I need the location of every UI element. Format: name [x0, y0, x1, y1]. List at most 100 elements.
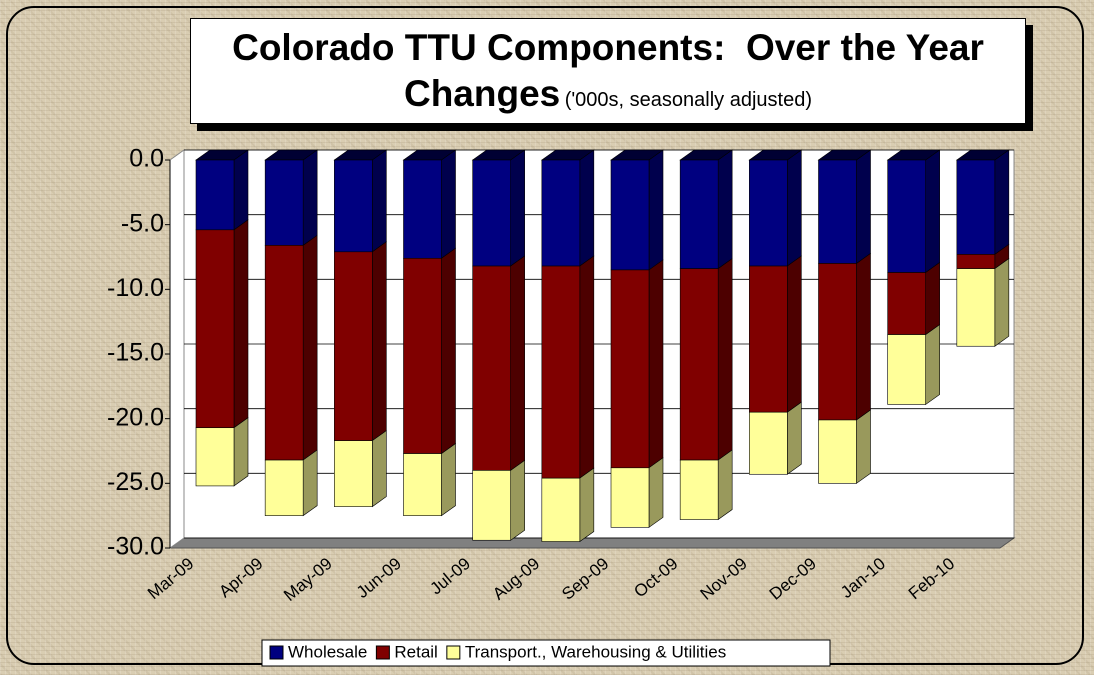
bar	[541, 265, 581, 479]
bar-side	[925, 324, 940, 406]
bar	[403, 257, 442, 454]
chart-subtitle: ('000s, seasonally adjusted)	[564, 89, 812, 111]
bar-side	[579, 467, 595, 543]
y-tick-label: -5.0	[121, 209, 164, 237]
legend-swatch	[375, 645, 390, 660]
bar	[264, 459, 304, 516]
y-tick-label: -15.0	[107, 339, 164, 367]
x-tick-label: Jan-10	[837, 554, 889, 602]
bar	[610, 269, 650, 469]
x-tick-label: Feb-10	[905, 554, 958, 603]
bar-side	[648, 457, 664, 528]
bar	[403, 159, 442, 259]
bar	[403, 453, 442, 516]
bar-side	[510, 149, 525, 267]
bar	[541, 477, 581, 542]
bar	[887, 334, 926, 405]
legend-box	[261, 639, 831, 667]
bar	[264, 245, 304, 461]
y-tick-label: -25.0	[107, 468, 164, 496]
chart-title: Colorado TTU Components: Over the Year C…	[232, 27, 995, 114]
bar-side	[925, 261, 940, 336]
bar-side	[372, 241, 387, 442]
bar	[956, 159, 996, 255]
y-tick-label: -30.0	[107, 533, 164, 561]
bar-side	[787, 149, 802, 267]
bar-side	[302, 449, 318, 517]
bar	[679, 459, 719, 520]
bar-side	[994, 258, 1010, 347]
legend: Wholesale Retail Transport., Warehousing &…	[261, 639, 831, 667]
bar	[334, 440, 373, 507]
bar	[472, 470, 511, 541]
x-tick-label: Sep-09	[558, 554, 612, 604]
legend-label: Transport., Warehousing & Utilities	[465, 642, 726, 661]
x-tick-label: Dec-09	[766, 554, 820, 604]
bar	[472, 265, 511, 471]
bar-side	[233, 149, 249, 231]
legend-swatch	[446, 645, 461, 660]
x-tick-label: Jul-09	[426, 554, 474, 598]
bar-side	[441, 149, 456, 259]
x-tick-label: Aug-09	[489, 554, 543, 604]
plot-side	[169, 149, 185, 549]
bar	[610, 467, 650, 528]
legend-swatch	[269, 645, 284, 660]
bar-side	[994, 149, 1010, 255]
x-tick-label: May-09	[280, 554, 336, 605]
bar	[887, 159, 926, 273]
bar-side	[510, 459, 525, 541]
bar	[956, 254, 996, 269]
bar	[818, 419, 857, 484]
bar-side	[856, 409, 871, 484]
plot-floor	[168, 537, 1016, 549]
bar	[195, 229, 235, 429]
bar-side	[856, 252, 871, 421]
y-tick-label: 0.0	[129, 145, 164, 173]
bar-side	[648, 259, 664, 469]
bar	[679, 159, 719, 269]
bar-side	[717, 449, 733, 521]
bar-side	[717, 149, 733, 270]
bar	[818, 263, 857, 421]
y-tick-label: -20.0	[107, 403, 164, 431]
bar	[818, 159, 857, 264]
bar-side	[787, 255, 802, 413]
legend-label: Retail	[394, 642, 437, 661]
bar-side	[233, 219, 249, 429]
bar-side	[372, 149, 387, 253]
bar	[541, 159, 581, 267]
title-box: Colorado TTU Components: Over the Year C…	[190, 18, 1026, 124]
bar	[610, 159, 650, 271]
bar	[334, 159, 373, 253]
y-tick-label: -10.0	[107, 274, 164, 302]
bar	[956, 268, 996, 347]
x-tick-label: Nov-09	[697, 554, 751, 604]
bar-side	[372, 430, 387, 508]
x-tick-label: Oct-09	[630, 554, 681, 601]
bar-side	[856, 149, 871, 265]
legend-label: Wholesale	[288, 642, 367, 661]
bar	[195, 427, 235, 487]
x-tick-label: Apr-09	[215, 554, 266, 601]
bar-side	[233, 417, 249, 487]
bar-side	[441, 443, 456, 517]
bar	[749, 411, 788, 475]
bar	[887, 272, 926, 335]
bar-side	[787, 401, 802, 475]
bar	[749, 159, 788, 267]
bar	[264, 159, 304, 246]
bar	[334, 251, 373, 441]
bar-side	[579, 255, 595, 479]
x-tick-label: Mar-09	[144, 554, 197, 603]
bar	[749, 265, 788, 413]
bar-side	[441, 247, 456, 455]
x-tick-label: Jun-09	[353, 554, 405, 602]
bar-side	[302, 149, 318, 246]
bar-side	[302, 234, 318, 461]
bar-side	[717, 258, 733, 461]
bar-side	[648, 149, 664, 271]
bar	[472, 159, 511, 267]
